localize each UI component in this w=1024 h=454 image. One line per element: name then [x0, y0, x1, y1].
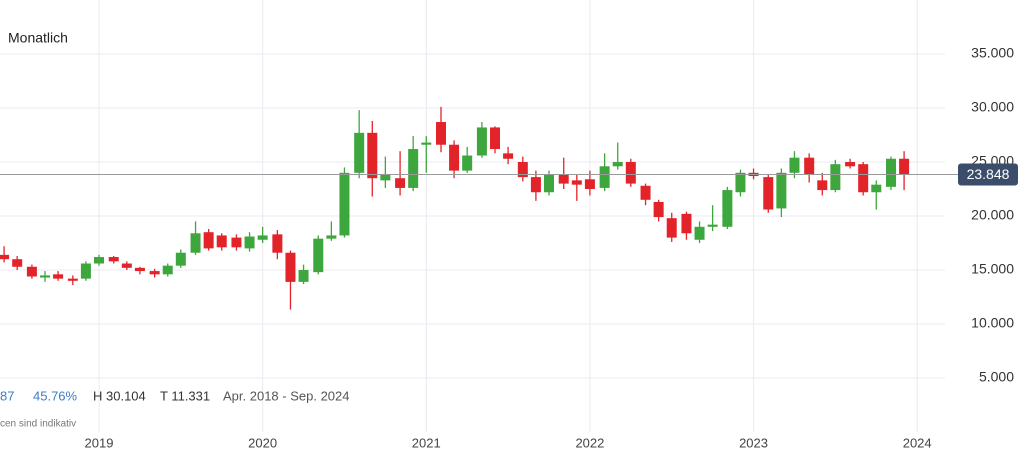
candle-body: [776, 172, 787, 209]
candle-body: [162, 265, 173, 275]
candle-body: [681, 213, 692, 234]
x-tick-label: 2020: [248, 435, 277, 450]
last-price-box: [958, 163, 1018, 186]
candle-body: [490, 127, 500, 150]
x-tick-label: 2022: [575, 435, 604, 450]
candle-body: [558, 174, 569, 184]
candle-body: [313, 238, 324, 273]
candle-body: [326, 235, 337, 239]
candle-body: [80, 263, 91, 279]
candle-body: [395, 178, 406, 188]
candle-body: [40, 275, 50, 278]
last-price-label: 23.848: [967, 166, 1010, 182]
candle-body: [707, 224, 718, 227]
candle-body: [436, 122, 446, 145]
candle-body: [817, 180, 828, 191]
candle-body: [845, 162, 856, 167]
y-tick-label: 10.000: [971, 315, 1014, 331]
candle-body: [735, 172, 746, 193]
candle-body: [94, 257, 104, 264]
candle-body: [830, 164, 841, 191]
candle-body: [449, 144, 460, 171]
candle-body: [285, 252, 296, 282]
candle-body: [544, 174, 554, 193]
candle-body: [503, 153, 514, 159]
candle-body: [216, 235, 227, 248]
x-tick-label: 2019: [85, 435, 114, 450]
candle-body: [722, 190, 733, 227]
candle-body: [858, 164, 869, 193]
y-tick-label: 35.000: [971, 45, 1014, 61]
candle-body: [121, 263, 132, 268]
candle-body: [871, 184, 882, 193]
candle-body: [653, 201, 664, 218]
annotation: 45.76%: [33, 388, 78, 403]
candle-body: [190, 233, 201, 253]
candle-body: [408, 149, 419, 188]
candle-body: [203, 232, 214, 249]
candle-body: [0, 254, 10, 260]
chart-title: Monatlich: [8, 30, 68, 46]
x-tick-label: 2023: [739, 435, 768, 450]
candle-body: [584, 179, 595, 189]
candle-body: [26, 266, 37, 277]
candle-body: [899, 158, 910, 175]
candle-body: [612, 162, 623, 167]
candle-body: [666, 218, 677, 238]
annotation: Apr. 2018 - Sep. 2024: [223, 388, 349, 403]
annotation: cen sind indikativ: [0, 419, 76, 430]
candle-body: [694, 226, 705, 240]
candle-body: [804, 157, 815, 175]
candle-body: [625, 162, 636, 184]
candle-body: [421, 142, 432, 145]
candle-body: [231, 237, 242, 248]
candle-body: [789, 157, 800, 173]
candle-body: [339, 172, 350, 236]
y-tick-label: 15.000: [971, 261, 1014, 277]
candle-body: [149, 271, 160, 275]
candle-body: [257, 235, 268, 240]
candle-body: [517, 162, 528, 178]
candle-body: [763, 177, 774, 210]
candle-body: [530, 177, 541, 193]
y-tick-label: 20.000: [971, 207, 1014, 223]
y-tick-label: 30.000: [971, 99, 1014, 115]
candle-body: [244, 236, 255, 249]
y-tick-label: 5.000: [979, 369, 1014, 385]
candle-body: [367, 132, 378, 179]
candle-body: [134, 267, 145, 272]
candle-body: [108, 257, 119, 262]
candle-body: [272, 234, 283, 253]
annotation: T 11.331: [160, 388, 210, 403]
candle-body: [476, 127, 487, 156]
candle-body: [354, 132, 365, 173]
x-tick-label: 2024: [903, 435, 932, 450]
candle-body: [175, 252, 186, 266]
candle-body: [380, 174, 391, 181]
candle-body: [571, 180, 582, 185]
candle-body: [53, 274, 64, 279]
candle-body: [599, 166, 610, 188]
candle-body: [462, 155, 473, 171]
candle-body: [886, 158, 896, 187]
candle-body: [12, 259, 23, 267]
candle-body: [67, 278, 78, 281]
x-tick-label: 2021: [412, 435, 441, 450]
annotation: 87: [0, 388, 14, 403]
candle-body: [298, 270, 309, 282]
candle-body: [640, 185, 651, 200]
annotation: H 30.104: [93, 388, 146, 403]
